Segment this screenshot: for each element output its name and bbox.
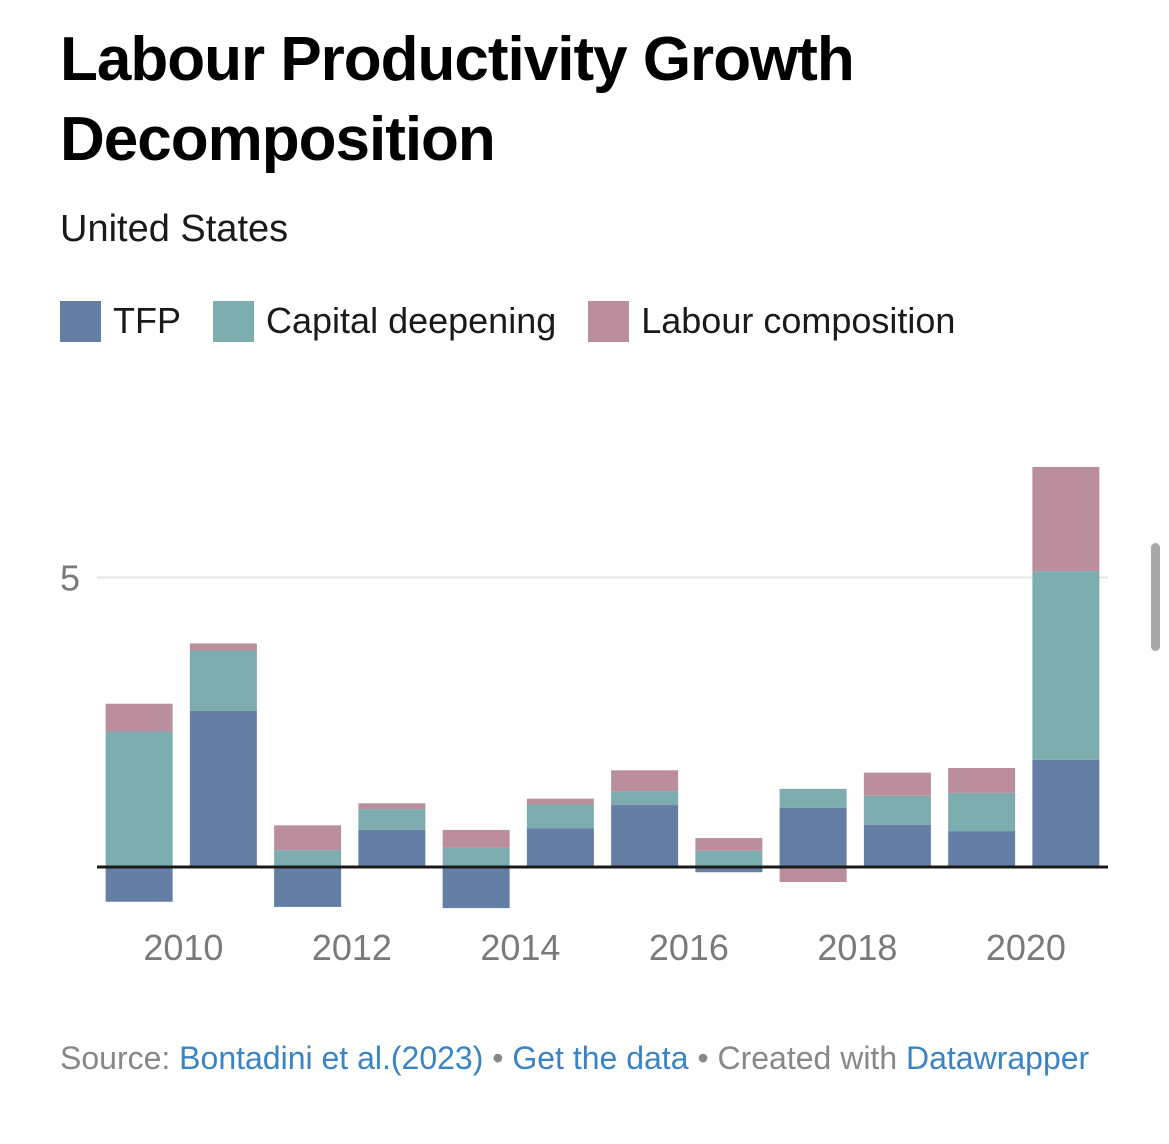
x-tick-label-2016: 2016 xyxy=(649,927,729,968)
chart-subtitle: United States xyxy=(60,208,289,250)
legend: TFP Capital deepening Labour composition xyxy=(60,300,987,342)
legend-label-capital-deepening: Capital deepening xyxy=(266,300,557,341)
bar-tfp-2012 xyxy=(358,829,426,867)
chart-footer: Source: Bontadini et al.(2023) • Get the… xyxy=(60,1040,1089,1077)
y-axis-ticks: 5 xyxy=(60,558,80,599)
bar-labour-composition-2010 xyxy=(189,643,257,651)
bar-labour-composition-2015 xyxy=(611,770,679,792)
bar-capital-deepening-2014 xyxy=(526,804,594,829)
legend-swatch-capital-deepening xyxy=(213,300,254,342)
get-the-data-link[interactable]: Get the data xyxy=(512,1040,689,1076)
x-axis-ticks: 2010 2012 2014 2016 2018 2020 xyxy=(143,927,1066,968)
legend-item-labour-composition: Labour composition xyxy=(588,300,955,342)
bar-labour-composition-2013 xyxy=(442,829,510,848)
bar-tfp-2018 xyxy=(863,824,931,867)
bar-tfp-2011 xyxy=(274,867,342,907)
bar-capital-deepening-2010 xyxy=(189,650,257,711)
legend-item-tfp: TFP xyxy=(60,300,181,342)
bar-labour-composition-2011 xyxy=(274,825,342,851)
bar-capital-deepening-2011 xyxy=(274,850,342,867)
bar-tfp-2013 xyxy=(442,867,510,909)
legend-item-capital-deepening: Capital deepening xyxy=(213,300,556,342)
bar-tfp-2019 xyxy=(948,831,1016,867)
bar-capital-deepening-2009 xyxy=(105,731,173,867)
created-with-label: Created with xyxy=(717,1040,898,1076)
chart-title: Labour Productivity Growth Decomposition xyxy=(60,25,855,174)
x-tick-label-2020: 2020 xyxy=(986,927,1066,968)
bar-tfp-2017 xyxy=(779,807,847,867)
separator-1: • xyxy=(492,1040,504,1076)
bar-capital-deepening-2018 xyxy=(863,795,931,825)
y-tick-label-5: 5 xyxy=(60,558,80,599)
bar-capital-deepening-2016 xyxy=(695,850,763,867)
separator-2: • xyxy=(697,1040,709,1076)
bar-tfp-2010 xyxy=(189,710,257,867)
bar-tfp-2016 xyxy=(695,867,763,873)
bar-capital-deepening-2019 xyxy=(948,792,1016,832)
legend-label-tfp: TFP xyxy=(113,300,181,341)
legend-swatch-labour-composition xyxy=(588,300,630,342)
bar-tfp-2009 xyxy=(105,867,173,902)
x-tick-label-2018: 2018 xyxy=(817,927,897,968)
bar-tfp-2020 xyxy=(1032,759,1100,867)
bar-capital-deepening-2012 xyxy=(358,809,426,830)
bar-capital-deepening-2020 xyxy=(1032,571,1100,760)
bar-labour-composition-2020 xyxy=(1032,466,1100,572)
legend-label-labour-composition: Labour composition xyxy=(641,300,956,341)
bar-capital-deepening-2015 xyxy=(611,791,679,806)
bar-labour-composition-2017 xyxy=(779,867,847,883)
x-tick-label-2012: 2012 xyxy=(312,927,392,968)
bar-labour-composition-2019 xyxy=(948,767,1016,793)
source-label: Source: xyxy=(60,1040,171,1076)
x-tick-label-2010: 2010 xyxy=(143,927,223,968)
bar-labour-composition-2016 xyxy=(695,838,763,851)
bars xyxy=(105,466,1100,909)
bar-capital-deepening-2013 xyxy=(442,847,510,867)
bar-labour-composition-2012 xyxy=(358,803,426,810)
bar-labour-composition-2018 xyxy=(863,772,931,796)
chart-plot: 5 2010 2012 2014 2016 2018 2020 xyxy=(60,466,1108,968)
bar-tfp-2014 xyxy=(526,828,594,867)
datawrapper-link[interactable]: Datawrapper xyxy=(906,1040,1090,1076)
bar-capital-deepening-2017 xyxy=(779,788,847,808)
bar-labour-composition-2014 xyxy=(526,798,594,805)
scrollbar[interactable] xyxy=(1151,543,1160,651)
legend-swatch-tfp xyxy=(60,300,101,342)
bar-labour-composition-2009 xyxy=(105,703,173,732)
x-tick-label-2014: 2014 xyxy=(480,927,560,968)
bar-tfp-2015 xyxy=(611,805,679,867)
source-link[interactable]: Bontadini et al.(2023) xyxy=(179,1040,484,1076)
